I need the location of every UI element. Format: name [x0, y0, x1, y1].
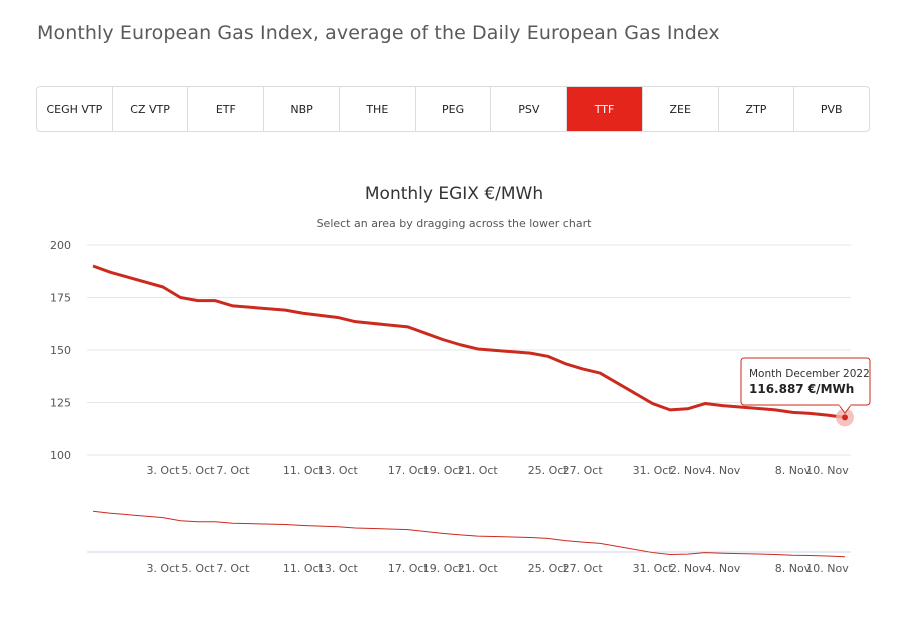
hub-tab-bar: CEGH VTP CZ VTP ETF NBP THE PEG PSV TTF ZEE ZTP PV…	[36, 86, 870, 132]
y-tick-label: 125	[50, 397, 71, 410]
chart-subtitle: Select an area by dragging across the lo…	[317, 217, 593, 230]
navigator-x-tick-label: 31. Oct	[633, 562, 674, 575]
y-tick-label: 100	[50, 449, 71, 462]
tab-ttf[interactable]: TTF	[567, 87, 643, 131]
tab-psv[interactable]: PSV	[491, 87, 568, 131]
tooltip-box	[740, 357, 871, 406]
navigator-plot[interactable]	[87, 510, 851, 558]
tab-pvb[interactable]: PVB	[820, 102, 843, 116]
navigator-x-tick-label: 25. Oct	[528, 562, 569, 575]
y-tick-label: 200	[50, 239, 71, 252]
chart-title: Monthly EGIX €/MWh	[365, 184, 543, 204]
y-tick-label: 175	[50, 292, 71, 305]
tab-cegh-vtp[interactable]: CEGH VTP	[37, 87, 113, 131]
navigator-x-tick-label: 8. Nov	[775, 562, 811, 575]
tab-cz-vtp[interactable]: CZ VTP	[113, 87, 189, 131]
tab-zee[interactable]: ZEE	[643, 87, 719, 131]
page-title: Monthly European Gas Index, average of t…	[37, 22, 720, 44]
x-tick-label: 21. Oct	[458, 464, 499, 477]
navigator-x-tick-label: 13. Oct	[318, 562, 359, 575]
y-tick-label: 150	[50, 344, 71, 357]
main-plot-series[interactable]	[92, 264, 854, 427]
x-tick-label: 11. Oct	[283, 464, 324, 477]
navigator-x-tick-label: 2. Nov	[670, 562, 706, 575]
x-tick-label: 7. Oct	[216, 464, 250, 477]
x-tick-label: 25. Oct	[528, 464, 569, 477]
navigator-x-tick-label: 7. Oct	[216, 562, 250, 575]
tab-nbp[interactable]: NBP	[264, 87, 340, 131]
x-tick-label: 27. Oct	[563, 464, 604, 477]
x-tick-label: 8. Nov	[775, 464, 811, 477]
x-tick-label: 10. Nov	[806, 464, 849, 477]
tooltip-period: Month December 2022	[749, 368, 870, 380]
tooltip: Month December 2022 116.887 €/MWh	[740, 357, 871, 414]
tab-ztp[interactable]: ZTP	[719, 87, 795, 131]
tab-the[interactable]: THE	[340, 87, 416, 131]
x-tick-label: 19. Oct	[423, 464, 464, 477]
x-tick-label: 5. Oct	[181, 464, 215, 477]
x-tick-label: 2. Nov	[670, 464, 706, 477]
tab-peg[interactable]: PEG	[416, 87, 492, 131]
egix-series-line[interactable]	[92, 264, 846, 419]
navigator-x-tick-label: 5. Oct	[181, 562, 215, 575]
navigator-x-tick-label: 3. Oct	[146, 562, 180, 575]
navigator-series-line	[92, 510, 846, 558]
navigator-x-tick-label: 19. Oct	[423, 562, 464, 575]
tooltip-value: 116.887 €/MWh	[749, 382, 854, 396]
navigator-x-tick-label: 11. Oct	[283, 562, 324, 575]
navigator-x-tick-label: 4. Nov	[705, 562, 741, 575]
navigator-x-tick-label: 10. Nov	[806, 562, 849, 575]
x-tick-label: 17. Oct	[388, 464, 429, 477]
x-tick-label: 13. Oct	[318, 464, 359, 477]
y-axis-ticks: 100 125 150 175 200	[50, 239, 71, 462]
x-tick-label: 31. Oct	[633, 464, 674, 477]
navigator-x-tick-label: 27. Oct	[563, 562, 604, 575]
navigator-x-tick-label: 17. Oct	[388, 562, 429, 575]
navigator-x-tick-label: 21. Oct	[458, 562, 499, 575]
x-tick-label: 3. Oct	[146, 464, 180, 477]
main-plot-grid	[87, 244, 851, 456]
x-tick-label: 4. Nov	[705, 464, 741, 477]
tab-etf[interactable]: ETF	[188, 87, 265, 131]
hover-marker[interactable]	[842, 414, 848, 421]
